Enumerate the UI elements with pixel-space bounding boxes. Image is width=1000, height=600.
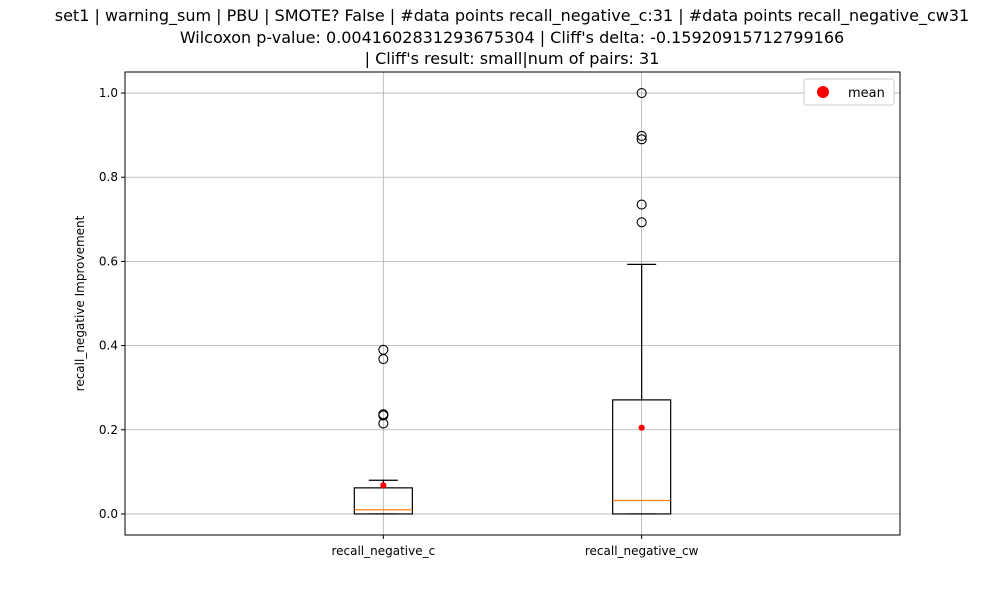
mean-marker (638, 424, 645, 431)
legend-mean-marker (817, 86, 829, 98)
x-ticks: recall_negative_c recall_negative_cw (331, 535, 699, 558)
mean-marker (380, 482, 387, 489)
legend-frame (803, 78, 895, 106)
y-tick-label: 0.0 (99, 507, 118, 521)
y-axis-label: recall_negative Improvement (73, 215, 87, 391)
y-tick-label: 0.2 (99, 423, 118, 437)
box-recall_negative_c (353, 344, 413, 515)
outlier-point (378, 410, 389, 421)
outlier-point (636, 87, 647, 99)
x-tick-label: recall_negative_cw (585, 544, 699, 558)
box-recall_negative_cw (612, 87, 672, 515)
outlier-point (378, 418, 389, 429)
chart-title-line-2: Wilcoxon p-value: 0.0041602831293675304 … (180, 28, 844, 47)
x-tick-label: recall_negative_c (331, 544, 435, 558)
legend-label: mean (848, 86, 885, 101)
outlier-point (636, 199, 647, 210)
y-ticks: 0.0 0.2 0.4 0.6 0.8 1.0 (99, 86, 125, 521)
y-tick-label: 0.4 (99, 339, 118, 353)
outlier-point (636, 217, 647, 228)
y-tick-label: 1.0 (99, 86, 118, 100)
outlier-point (636, 130, 647, 142)
box-plots (353, 87, 672, 515)
y-tick-label: 0.6 (99, 254, 118, 268)
plot-frame (124, 71, 901, 536)
grid (125, 72, 900, 535)
outlier-point (636, 134, 647, 145)
y-tick-label: 0.8 (99, 170, 118, 184)
outlier-point (378, 354, 389, 365)
legend: mean (803, 78, 895, 106)
chart-title-line-1: set1 | warning_sum | PBU | SMOTE? False … (55, 6, 969, 26)
chart-title-line-3: | Cliff's result: small|num of pairs: 31 (365, 49, 660, 68)
iqr-box (612, 399, 672, 515)
